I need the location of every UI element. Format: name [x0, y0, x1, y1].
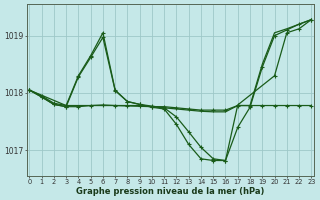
- X-axis label: Graphe pression niveau de la mer (hPa): Graphe pression niveau de la mer (hPa): [76, 187, 265, 196]
